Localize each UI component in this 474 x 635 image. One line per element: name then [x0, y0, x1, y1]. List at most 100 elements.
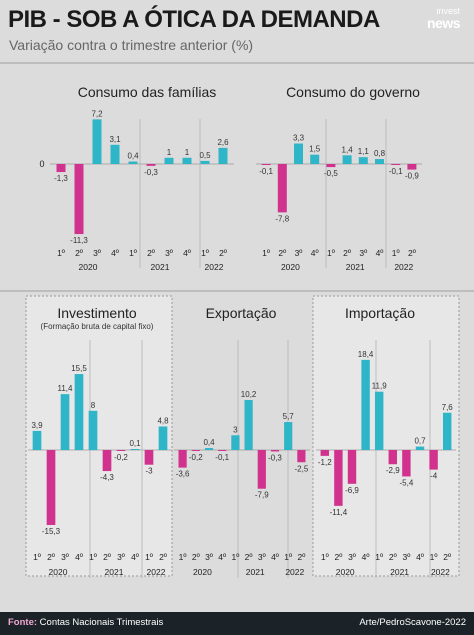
year-label: 2021 [151, 262, 170, 272]
data-label: 1 [185, 148, 190, 157]
quarter-label: 3º [295, 248, 303, 258]
bar [204, 448, 214, 450]
quarter-label: 2º [147, 248, 155, 258]
logo-line-2: news [426, 15, 461, 31]
quarter-label: 1º [179, 552, 187, 562]
quarter-label: 4º [111, 248, 119, 258]
bar [277, 164, 287, 213]
year-label: 2021 [246, 567, 265, 577]
chart-panel-2: Consumo do governo -0,1 1º -7,8 2º 3,3 3º 1,5 4º… [256, 84, 422, 272]
highlight-frame [312, 295, 460, 577]
y-axis-zero-label: 0 [39, 159, 44, 169]
data-label: 0,5 [199, 151, 211, 160]
chart-title: Exportação [206, 305, 277, 321]
bar [334, 450, 343, 506]
brand-logo[interactable]: invest news [418, 6, 461, 31]
data-label: -0,2 [189, 453, 203, 462]
data-label: 5,7 [283, 412, 295, 421]
data-label: -4 [430, 472, 438, 481]
data-label: -3 [145, 467, 153, 476]
year-label: 2020 [193, 567, 212, 577]
chart-title: Investimento [57, 305, 137, 321]
chart-panel-1: Consumo das famílias 0 -1,3 1º -11,3 2º 7,2 3º 3… [39, 84, 234, 272]
quarter-label: 2º [389, 552, 397, 562]
data-label: -4,3 [100, 473, 114, 482]
bar [391, 164, 401, 165]
quarter-label: 1º [375, 552, 383, 562]
data-label: 7,6 [442, 403, 454, 412]
quarter-label: 3º [93, 248, 101, 258]
bar [218, 147, 228, 164]
chart-panel-3: Investimento(Formação bruta de capital f… [25, 295, 173, 578]
bar [429, 450, 438, 470]
data-label: 4,8 [157, 416, 169, 425]
data-label: -0,1 [259, 167, 273, 176]
quarter-label: 4º [131, 552, 139, 562]
quarter-label: 2º [103, 552, 111, 562]
quarter-label: 4º [362, 552, 370, 562]
highlight-frame [25, 295, 173, 577]
bar [110, 144, 120, 164]
bar [284, 422, 293, 450]
bar [74, 164, 84, 235]
bar [231, 435, 240, 450]
year-label: 2022 [394, 262, 413, 272]
quarter-label: 4º [271, 552, 279, 562]
bar [244, 400, 253, 450]
data-label: -7,8 [275, 214, 289, 223]
quarter-label: 1º [327, 248, 335, 258]
data-label: 0,7 [414, 437, 426, 446]
bar [158, 426, 168, 450]
year-label: 2022 [147, 567, 166, 577]
source-label: Fonte: [8, 617, 38, 628]
year-label: 2022 [205, 262, 224, 272]
data-label: 3,3 [293, 134, 305, 143]
quarter-label: 1º [89, 552, 97, 562]
bar [375, 159, 384, 164]
logo-line-1: invest [436, 6, 460, 16]
year-label: 2020 [79, 262, 98, 272]
data-label: -0,1 [215, 453, 229, 462]
bar [347, 450, 357, 484]
quarter-label: 2º [47, 552, 55, 562]
quarter-label: 1º [201, 248, 209, 258]
chart-subtitle: (Formação bruta de capital fixo) [41, 322, 154, 331]
bar [164, 157, 174, 164]
quarter-label: 4º [311, 248, 319, 258]
quarter-label: 2º [278, 248, 286, 258]
bar [415, 446, 425, 450]
data-label: -0,5 [324, 169, 338, 178]
bar [200, 160, 210, 164]
data-label: 1 [167, 148, 172, 157]
data-label: 7,2 [91, 109, 103, 118]
data-label: 3,9 [31, 421, 43, 430]
quarter-label: 1º [321, 552, 329, 562]
year-label: 2021 [105, 567, 124, 577]
bar [297, 450, 306, 463]
bar [60, 394, 70, 450]
quarter-label: 3º [402, 552, 410, 562]
data-label: 0,4 [203, 438, 215, 447]
section-divider [0, 290, 474, 292]
quarter-label: 4º [416, 552, 424, 562]
quarter-label: 1º [430, 552, 438, 562]
data-label: 3 [233, 425, 238, 434]
bar [374, 391, 384, 450]
quarter-label: 3º [258, 552, 266, 562]
data-label: 1,1 [358, 147, 370, 156]
year-label: 2021 [346, 262, 365, 272]
quarter-label: 3º [205, 552, 213, 562]
quarter-label: 2º [443, 552, 451, 562]
data-label: -5,4 [400, 478, 414, 487]
year-label: 2020 [281, 262, 300, 272]
quarter-label: 3º [61, 552, 69, 562]
quarter-label: 1º [145, 552, 153, 562]
quarter-label: 1º [392, 248, 400, 258]
bar [270, 450, 280, 452]
data-label: -6,9 [345, 486, 359, 495]
source-note: Fonte: Contas Nacionais Trimestrais [8, 617, 163, 628]
data-label: 0,8 [374, 149, 386, 158]
chart-panel-4: Exportação -3,6 1º -0,2 2º 0,4 3º -0,1 4º 3 1º 10,2… [174, 305, 310, 578]
quarter-label: 1º [284, 552, 292, 562]
data-label: -3,6 [176, 470, 190, 479]
